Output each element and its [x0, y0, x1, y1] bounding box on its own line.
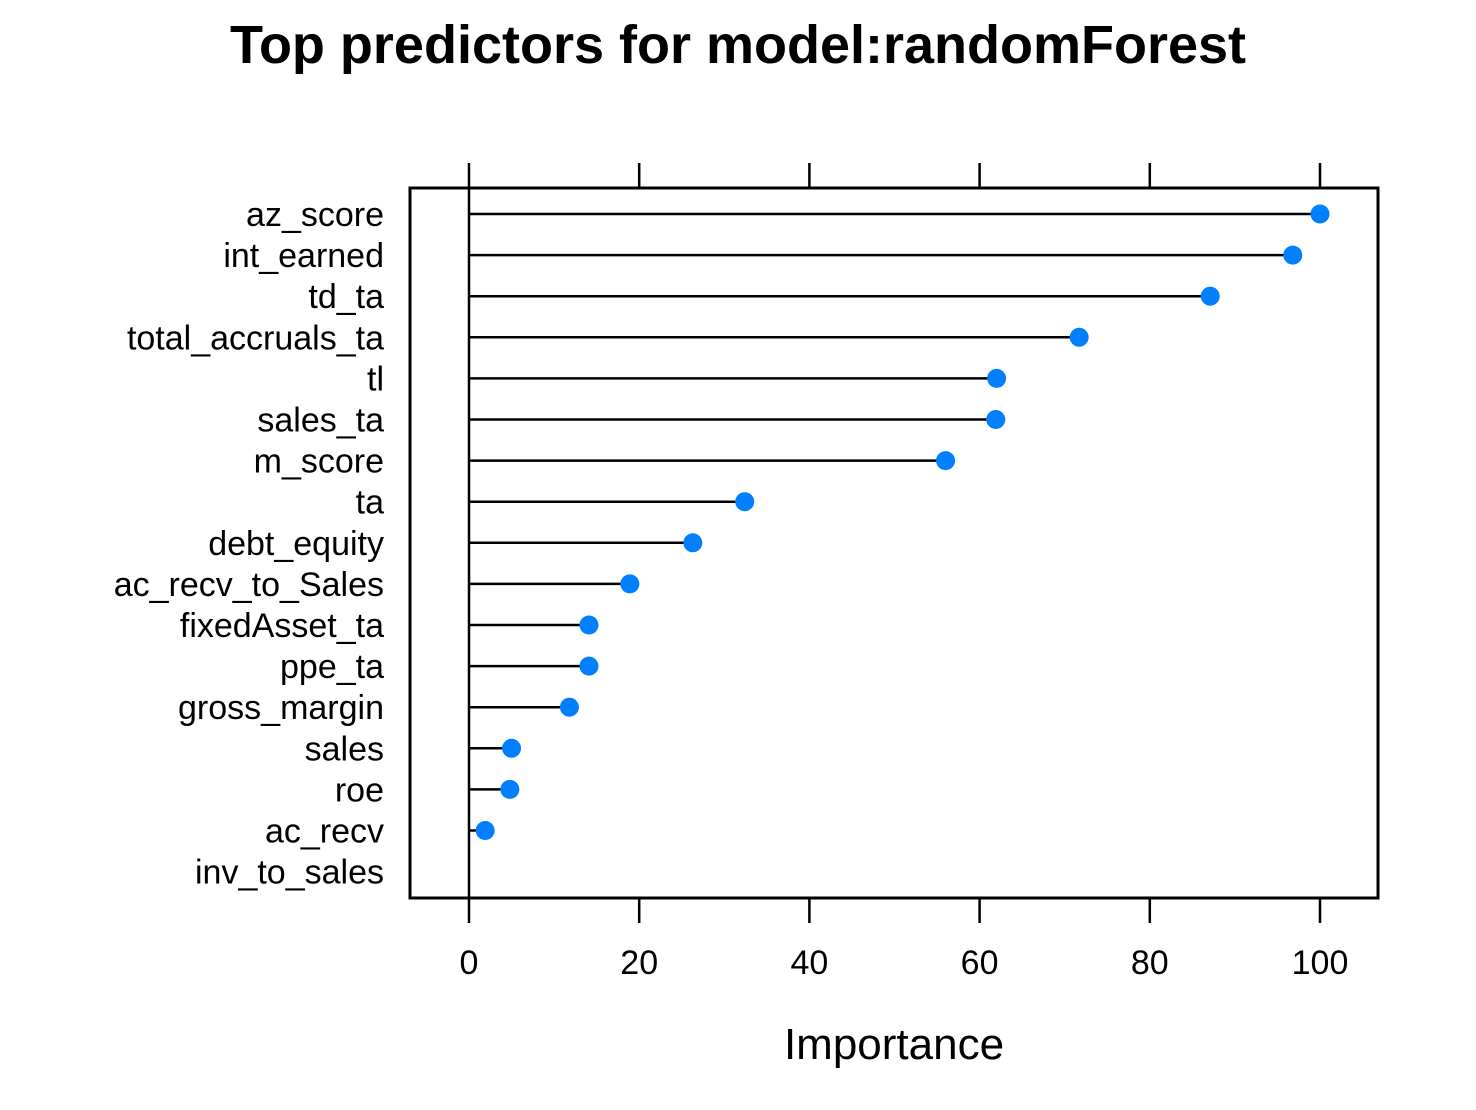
- point-gross-margin: [559, 697, 579, 717]
- category-label-fixedasset-ta: fixedAsset_ta: [180, 607, 384, 645]
- x-axis-label: Importance: [784, 1020, 1004, 1069]
- category-label-debt-equity: debt_equity: [208, 525, 384, 563]
- category-label-td-ta: td_ta: [308, 278, 384, 316]
- chart-title: Top predictors for model:randomForest: [229, 15, 1247, 75]
- x-tick-label-100: 100: [1292, 944, 1349, 982]
- point-ta: [735, 492, 755, 512]
- point-sales: [502, 738, 522, 758]
- category-labels: az_scoreint_earnedtd_tatotal_accruals_ta…: [114, 196, 384, 892]
- stems-layer: [469, 212, 1320, 832]
- point-int-earned: [1283, 245, 1303, 265]
- category-label-sales-ta: sales_ta: [257, 402, 384, 440]
- point-m-score: [936, 451, 956, 471]
- category-label-tl: tl: [367, 360, 384, 398]
- x-tick-label-60: 60: [961, 944, 999, 982]
- category-label-gross-margin: gross_margin: [178, 689, 384, 727]
- point-debt-equity: [683, 533, 703, 553]
- point-ppe-ta: [579, 656, 599, 676]
- category-label-m-score: m_score: [254, 443, 384, 481]
- category-label-ppe-ta: ppe_ta: [280, 648, 384, 686]
- point-tl: [987, 368, 1007, 388]
- point-td-ta: [1200, 286, 1220, 306]
- category-label-inv-to-sales: inv_to_sales: [195, 854, 384, 892]
- category-label-ac-recv-to-sales: ac_recv_to_Sales: [114, 566, 384, 604]
- category-label-ta: ta: [356, 484, 384, 522]
- x-tick-label-80: 80: [1131, 944, 1169, 982]
- x-tick-label-20: 20: [620, 944, 658, 982]
- category-label-total-accruals-ta: total_accruals_ta: [127, 319, 384, 357]
- point-total-accruals-ta: [1069, 327, 1089, 347]
- plot-frame: [408, 186, 1380, 900]
- point-roe: [500, 779, 520, 799]
- category-label-ac-recv: ac_recv: [265, 813, 384, 851]
- point-fixedasset-ta: [579, 615, 599, 635]
- points-layer: [475, 204, 1330, 840]
- point-ac-recv: [475, 821, 495, 840]
- category-label-az-score: az_score: [246, 196, 384, 234]
- x-tick-label-40: 40: [790, 944, 828, 982]
- point-sales-ta: [986, 410, 1006, 429]
- point-ac-recv-to-sales: [620, 574, 640, 594]
- category-label-sales: sales: [305, 730, 384, 768]
- category-label-roe: roe: [335, 771, 384, 809]
- x-tick-label-0: 0: [460, 944, 479, 982]
- x-axis-ticks: 0 20 40 60 80 100: [460, 163, 1349, 982]
- point-az-score: [1310, 204, 1330, 224]
- category-label-int-earned: int_earned: [223, 237, 384, 275]
